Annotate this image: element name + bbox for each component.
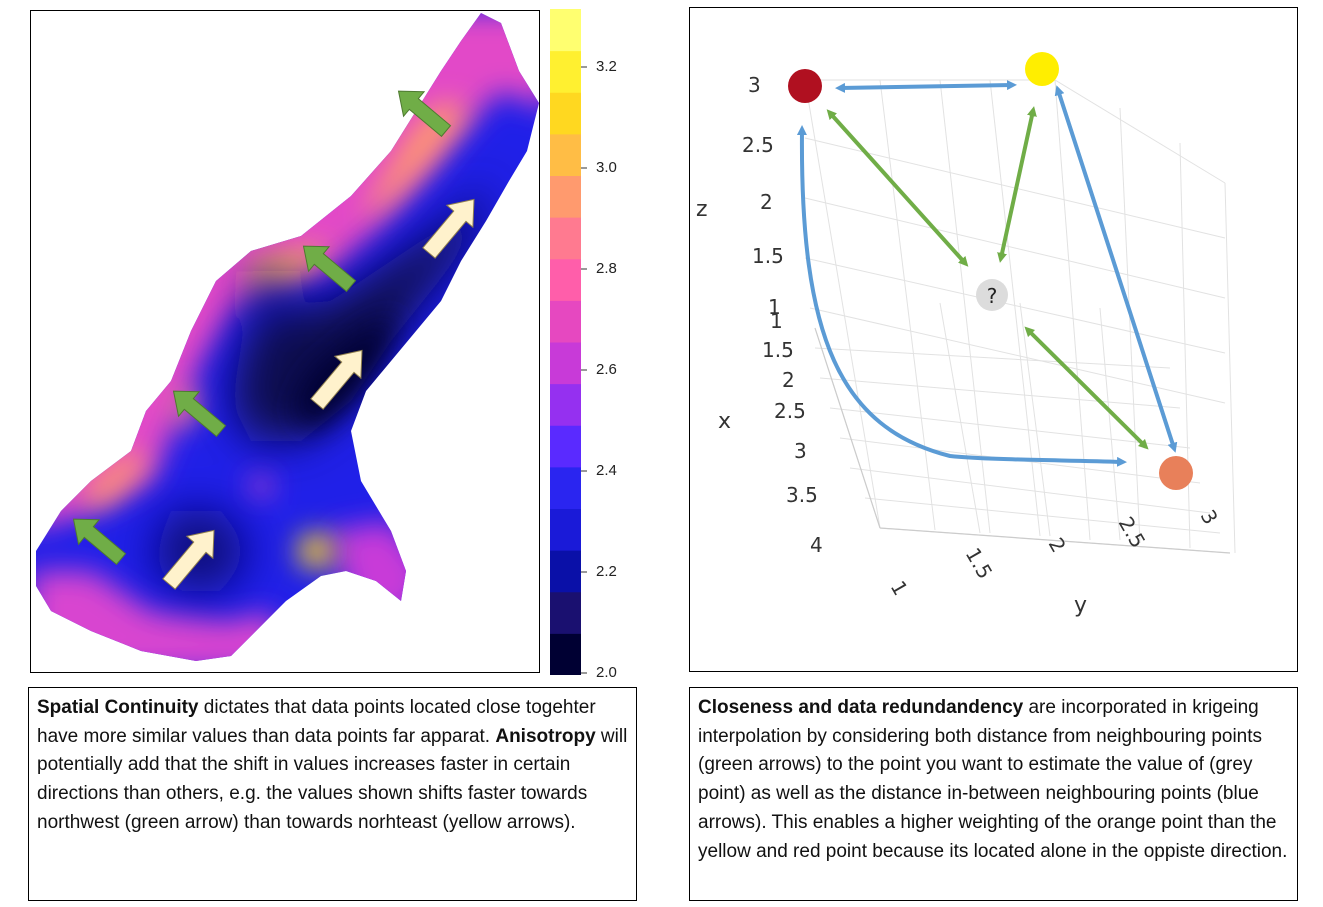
yellow-point xyxy=(1025,52,1059,86)
colorbar-band xyxy=(550,217,581,260)
green-arrows-3d xyxy=(826,106,1149,450)
caption-left: Spatial Continuity dictates that data po… xyxy=(28,687,637,901)
colorbar-tick: 3.2 xyxy=(596,58,617,75)
grey-unknown-point xyxy=(976,279,1008,311)
heatmap-svg xyxy=(36,13,539,661)
colorbar-tick: 2.8 xyxy=(596,260,617,277)
colorbar xyxy=(550,9,581,676)
caption-left-text-1: dictates that data points located close … xyxy=(37,697,596,747)
colorbar-band xyxy=(550,633,581,676)
colorbar-band xyxy=(550,9,581,52)
colorbar-tick: 2.6 xyxy=(596,361,617,378)
z-tick: 1 xyxy=(768,295,781,319)
unknown-point-label: ? xyxy=(987,284,998,308)
heatmap-panel xyxy=(30,10,540,673)
colorbar-band xyxy=(550,550,581,593)
z-tick: 3 xyxy=(748,73,761,97)
z-tick: 1.5 xyxy=(752,244,784,268)
colorbar-tick: 3.0 xyxy=(596,159,617,176)
caption-right-text-1: are incorporated in krigeing interpolati… xyxy=(698,697,1288,862)
caption-left-text-2: will potentially add that the shift in v… xyxy=(37,725,628,833)
y-tick: 1.5 xyxy=(961,544,998,584)
x-tick: 3.5 xyxy=(786,483,818,507)
red-point xyxy=(788,69,822,103)
colorbar-band xyxy=(550,50,581,93)
z-axis-title: z xyxy=(696,197,708,222)
caption-right-bold-1: Closeness and data redundandency xyxy=(698,697,1024,718)
colorbar-band xyxy=(550,508,581,551)
colorbar-tick: 2.0 xyxy=(596,664,617,681)
colorbar-band xyxy=(550,466,581,509)
plot3d-svg: 3 2.5 2 1.5 1 z 1 1.5 2 2.5 3 3.5 4 x 1 … xyxy=(696,52,1236,618)
colorbar-band xyxy=(550,133,581,176)
orange-point xyxy=(1159,456,1193,490)
x-axis-title: x xyxy=(718,409,731,434)
x-tick: 4 xyxy=(810,533,823,557)
colorbar-band xyxy=(550,425,581,468)
x-tick: 2.5 xyxy=(774,399,806,423)
colorbar-band xyxy=(550,591,581,634)
y-tick: 2.5 xyxy=(1114,513,1151,553)
caption-right: Closeness and data redundandency are inc… xyxy=(689,687,1298,901)
z-tick: 2 xyxy=(760,190,773,214)
colorbar-band xyxy=(550,92,581,135)
caption-left-bold-2: Anisotropy xyxy=(495,725,596,747)
colorbar-svg xyxy=(550,9,581,676)
z-tick: 2.5 xyxy=(742,133,774,157)
y-tick: 3 xyxy=(1196,506,1223,529)
x-tick: 1 xyxy=(770,309,783,333)
y-axis-title: y xyxy=(1074,593,1087,618)
colorbar-band xyxy=(550,175,581,218)
colorbar-band xyxy=(550,342,581,385)
x-tick: 1.5 xyxy=(762,338,794,362)
blue-arrows xyxy=(796,80,1178,467)
caption-left-bold-1: Spatial Continuity xyxy=(37,697,199,718)
colorbar-tick: 2.4 xyxy=(596,462,617,479)
colorbar-band xyxy=(550,300,581,343)
green-arrows xyxy=(72,90,452,566)
yellow-arrows xyxy=(162,198,475,590)
colorbar-tick-marks xyxy=(581,66,587,674)
x-tick: 3 xyxy=(794,439,807,463)
x-tick: 2 xyxy=(782,368,795,392)
colorbar-band xyxy=(550,383,581,426)
plot3d-panel: 3 2.5 2 1.5 1 z 1 1.5 2 2.5 3 3.5 4 x 1 … xyxy=(689,7,1298,672)
y-tick: 1 xyxy=(886,577,913,600)
colorbar-band xyxy=(550,258,581,301)
y-tick: 2 xyxy=(1044,534,1071,557)
colorbar-tick: 2.2 xyxy=(596,563,617,580)
heatmap-field xyxy=(36,13,539,661)
